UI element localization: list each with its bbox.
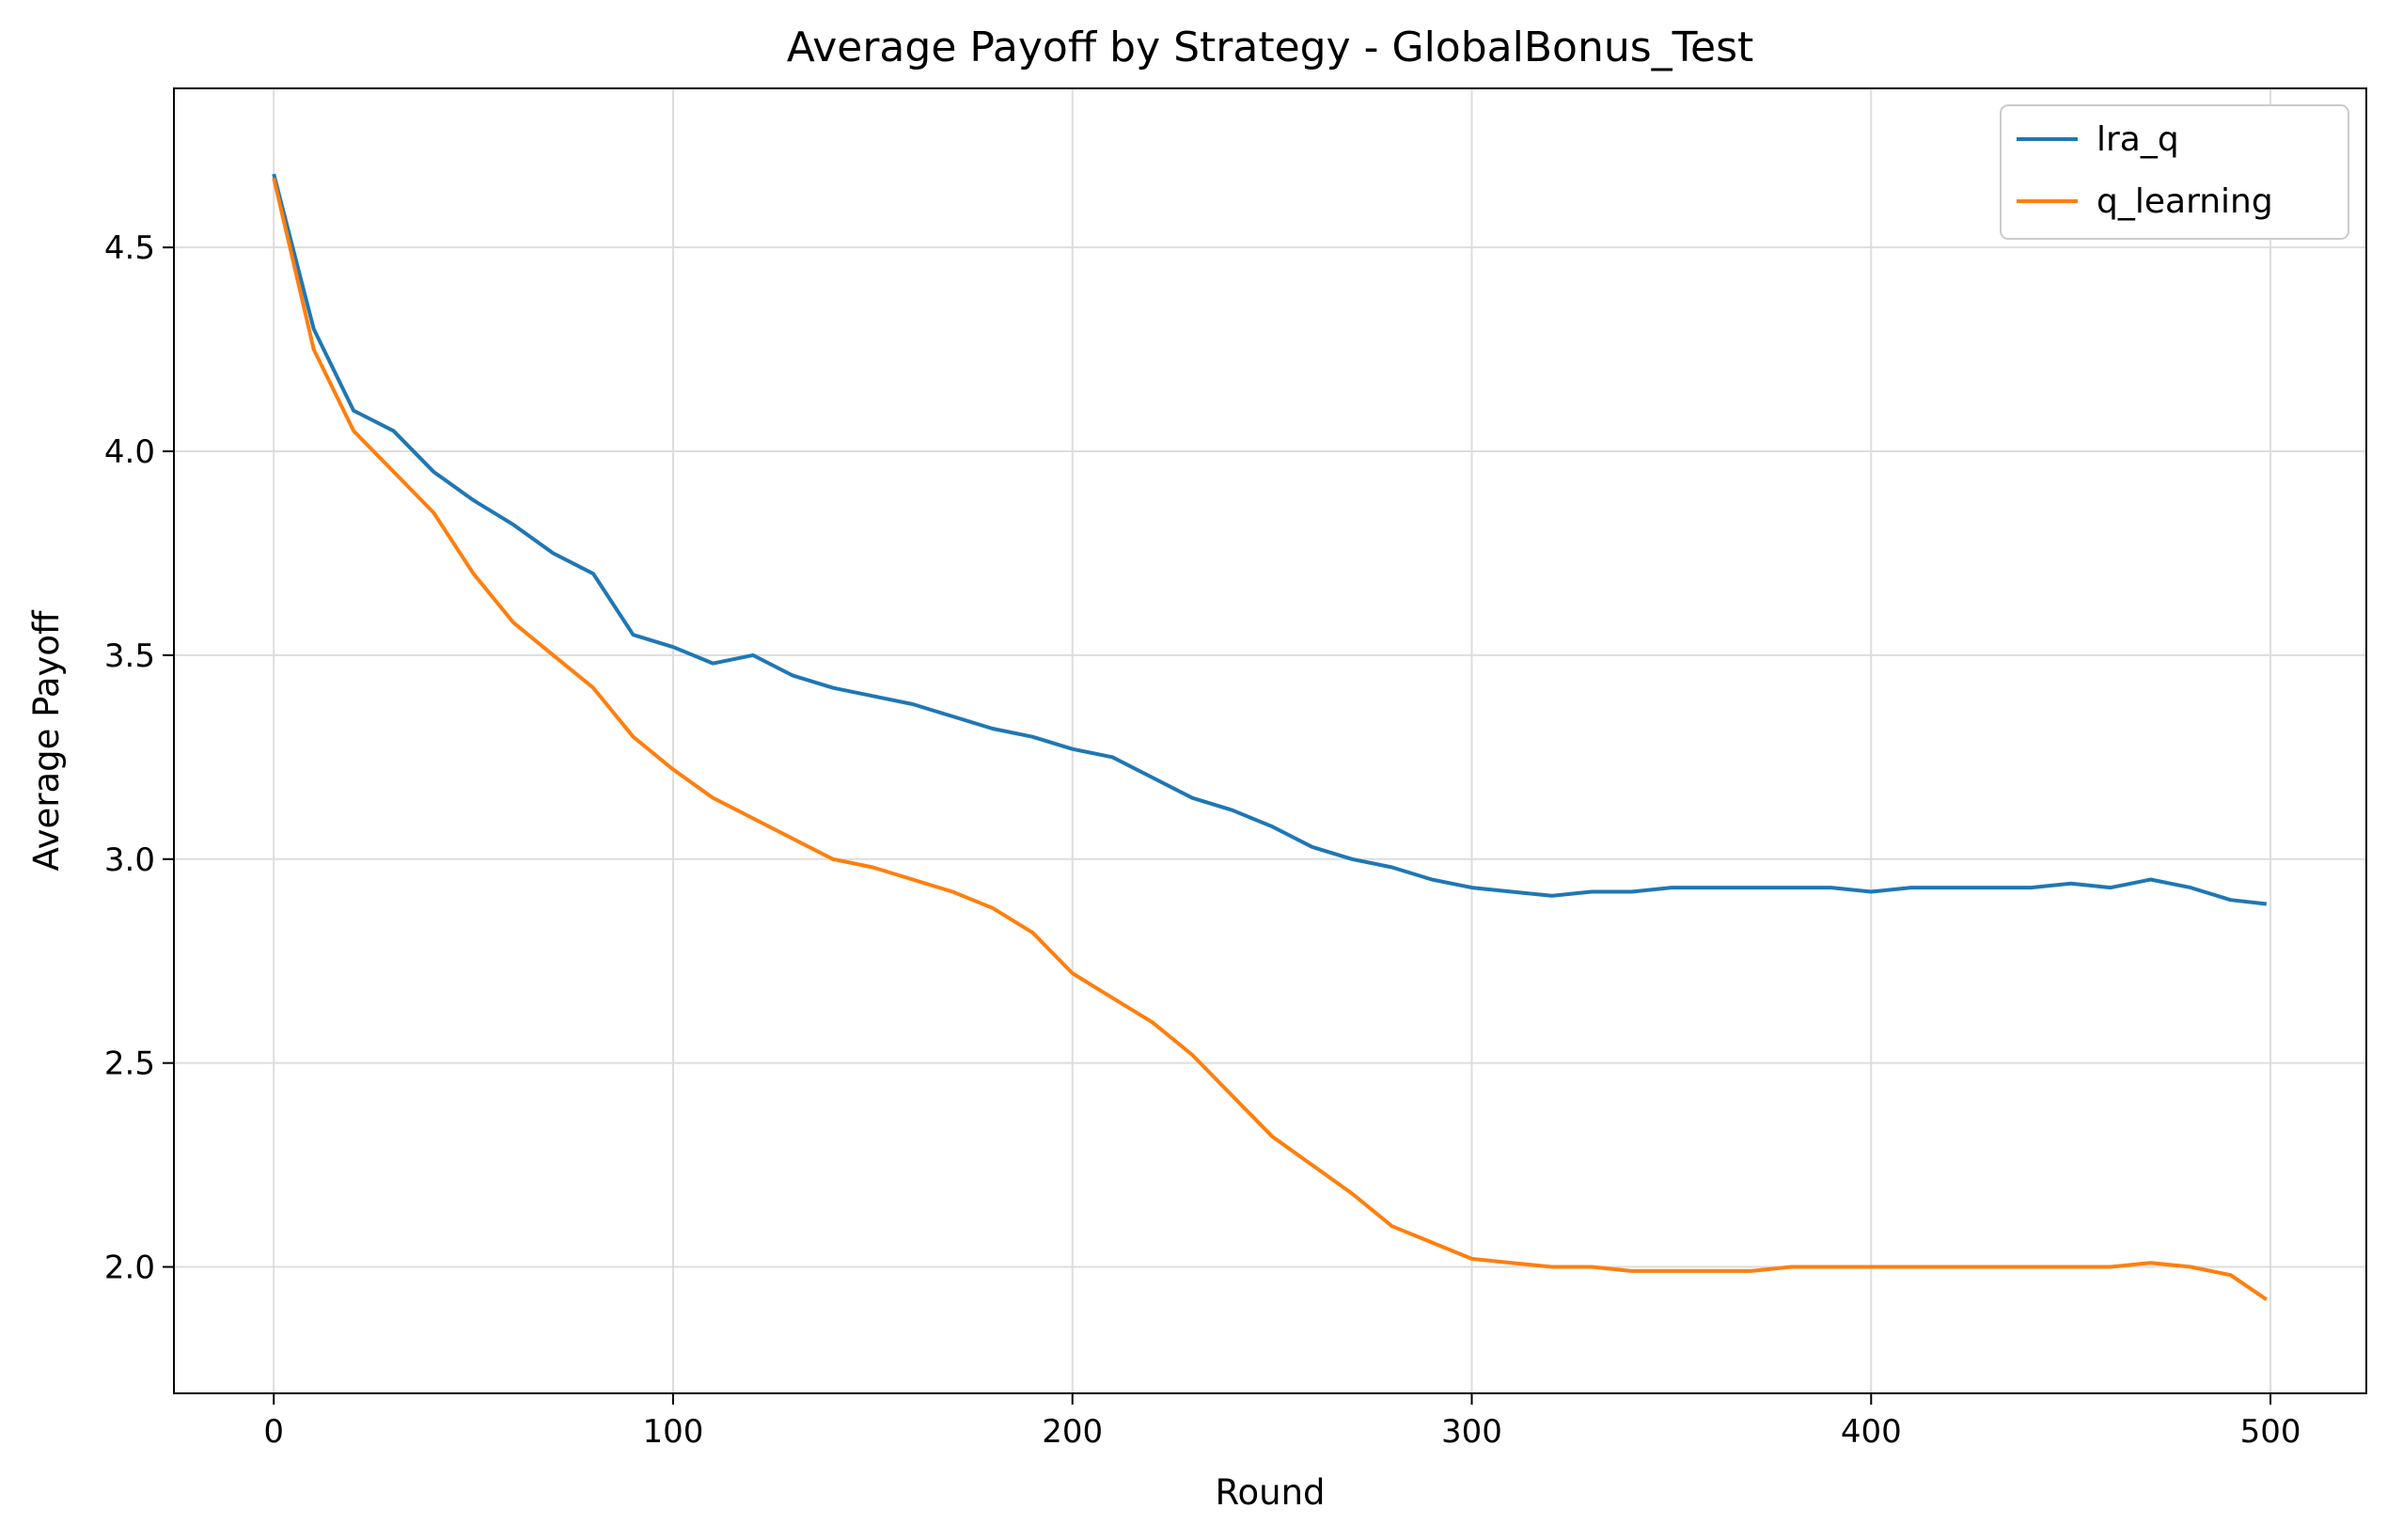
y-axis-ticks: 2.0 2.5 3.0 3.5 4.0 4.5 bbox=[104, 229, 174, 1287]
y-tick-label: 3.0 bbox=[104, 841, 155, 879]
x-tick-label: 300 bbox=[1441, 1413, 1502, 1451]
x-tick-label: 400 bbox=[1841, 1413, 1902, 1451]
series-line-q-learning bbox=[272, 177, 2268, 1301]
y-tick-label: 4.0 bbox=[104, 433, 155, 471]
legend-label-lra-q: lra_q bbox=[2096, 120, 2179, 159]
x-axis-label: Round bbox=[1215, 1472, 1325, 1513]
plot-frame bbox=[173, 87, 2367, 1394]
y-tick-label: 2.5 bbox=[104, 1045, 155, 1083]
legend: lra_q q_learning bbox=[2000, 104, 2349, 240]
series-line-lra-q bbox=[272, 173, 2268, 906]
x-tick-label: 200 bbox=[1042, 1413, 1103, 1451]
y-axis-label: Average Payoff bbox=[26, 609, 67, 872]
x-tick-label: 500 bbox=[2240, 1413, 2301, 1451]
y-tick-label: 2.0 bbox=[104, 1249, 155, 1287]
x-tick-label: 0 bbox=[263, 1413, 284, 1451]
x-axis-ticks: 0 100 200 300 400 500 bbox=[263, 1393, 2301, 1451]
y-tick-label: 4.5 bbox=[104, 229, 155, 267]
x-tick-label: 100 bbox=[643, 1413, 704, 1451]
chart-title: Average Payoff by Strategy - GlobalBonus… bbox=[787, 24, 1754, 71]
series-lines bbox=[272, 173, 2268, 1301]
legend-box bbox=[2000, 104, 2349, 240]
legend-label-q-learning: q_learning bbox=[2096, 182, 2273, 221]
y-tick-label: 3.5 bbox=[104, 637, 155, 675]
